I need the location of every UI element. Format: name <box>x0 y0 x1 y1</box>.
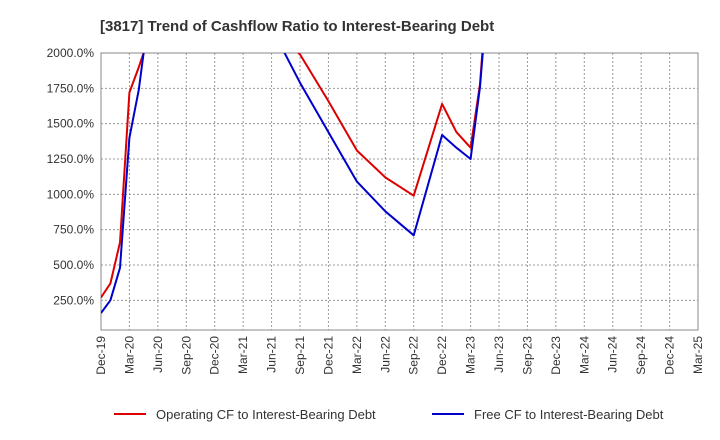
x-tick-label: Dec-20 <box>208 336 222 375</box>
series-line-free-cf <box>101 53 484 314</box>
x-tick-label: Sep-21 <box>293 336 307 375</box>
x-tick-label: Mar-20 <box>122 336 136 374</box>
y-tick-label: 1000.0% <box>47 187 95 201</box>
x-tick-label: Dec-24 <box>663 336 677 375</box>
legend-label-free-cf: Free CF to Interest-Bearing Debt <box>474 407 664 422</box>
x-tick-label: Dec-19 <box>94 336 108 375</box>
series-line-operating-cf <box>101 53 484 299</box>
chart-title: [3817] Trend of Cashflow Ratio to Intere… <box>100 18 494 35</box>
y-tick-label: 1250.0% <box>47 152 95 166</box>
plot-frame <box>100 52 699 331</box>
x-tick-label: Jun-20 <box>151 336 165 373</box>
y-axis-ticks: 250.0% 500.0% 750.0% 1000.0% 1250.0% 1500.0% 1… <box>47 46 95 307</box>
x-tick-label: Sep-24 <box>634 336 648 375</box>
grid-lines <box>100 52 699 330</box>
x-tick-label: Mar-22 <box>350 336 364 374</box>
x-tick-label: Sep-23 <box>520 336 534 375</box>
x-axis-ticks: Dec-19 Mar-20 Jun-20 Sep-20 Dec-20 Mar-21 Jun-… <box>94 336 705 375</box>
y-tick-label: 750.0% <box>53 223 94 237</box>
series-lines <box>101 53 484 314</box>
x-tick-label: Mar-21 <box>236 336 250 374</box>
y-tick-label: 500.0% <box>53 258 94 272</box>
x-tick-label: Jun-22 <box>378 336 392 373</box>
x-tick-label: Jun-24 <box>606 336 620 373</box>
y-tick-label: 250.0% <box>53 293 94 307</box>
x-tick-label: Jun-23 <box>492 336 506 373</box>
x-tick-label: Sep-20 <box>179 336 193 375</box>
x-tick-label: Dec-23 <box>549 336 563 375</box>
legend: Operating CF to Interest-Bearing Debt Fr… <box>114 407 664 422</box>
x-tick-label: Mar-24 <box>577 336 591 374</box>
x-tick-label: Dec-22 <box>435 336 449 375</box>
y-tick-label: 1500.0% <box>47 117 95 131</box>
x-tick-label: Jun-21 <box>265 336 279 373</box>
x-tick-label: Dec-21 <box>321 336 335 375</box>
x-tick-label: Sep-22 <box>407 336 421 375</box>
y-tick-label: 1750.0% <box>47 81 95 95</box>
y-tick-label: 2000.0% <box>47 46 95 60</box>
x-tick-label: Mar-25 <box>691 336 705 374</box>
x-tick-label: Mar-23 <box>464 336 478 374</box>
legend-label-operating-cf: Operating CF to Interest-Bearing Debt <box>156 407 376 422</box>
